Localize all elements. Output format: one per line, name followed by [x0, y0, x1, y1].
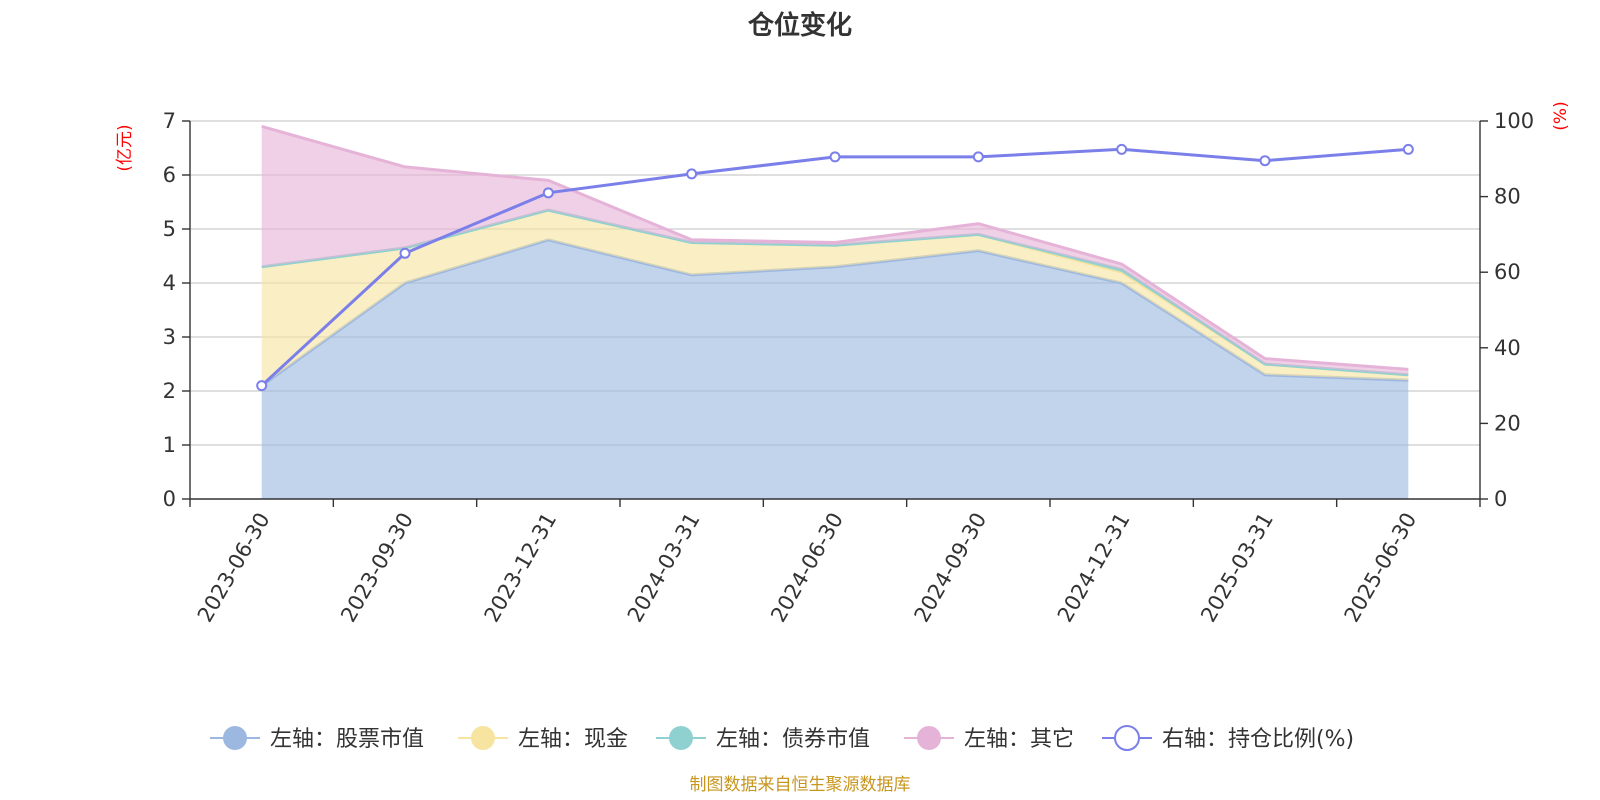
line-point[interactable] [829, 151, 841, 163]
line-point[interactable] [1259, 155, 1271, 167]
x-axis-tick-label: 2024-12-31 [1053, 509, 1135, 627]
legend-label: 左轴：债券市值 [716, 727, 870, 752]
left-axis-tick-label: 2 [163, 379, 176, 403]
legend-marker [917, 726, 941, 750]
legend-label: 右轴：持仓比例(%) [1162, 727, 1354, 752]
line-point[interactable] [256, 380, 268, 392]
left-axis-tick-label: 1 [163, 433, 176, 457]
legend-label: 左轴：现金 [518, 727, 628, 752]
legend-marker [669, 726, 693, 750]
right-axis-tick-label: 20 [1494, 411, 1521, 435]
right-axis-unit: (%) [1551, 101, 1571, 130]
legend-item-3[interactable]: 左轴：其它 [904, 726, 1074, 752]
line-point[interactable] [542, 187, 554, 199]
legend-marker [223, 726, 247, 750]
area-layer [260, 124, 1409, 500]
x-axis-tick-label: 2023-09-30 [336, 509, 418, 627]
area-series-edge-3 [261, 124, 1409, 371]
line-point[interactable] [972, 151, 984, 163]
legend-item-0[interactable]: 左轴：股票市值 [210, 726, 424, 752]
legend-item-2[interactable]: 左轴：债券市值 [656, 726, 870, 752]
left-axis-tick-label: 7 [163, 109, 176, 133]
line-point[interactable] [1116, 143, 1128, 155]
legend-marker [471, 726, 495, 750]
chart-title: 仓位变化 [747, 10, 852, 41]
legend-item-1[interactable]: 左轴：现金 [458, 726, 628, 752]
left-axis-tick-label: 0 [163, 487, 176, 511]
x-axis-tick-label: 2023-06-30 [193, 509, 275, 627]
legend-label: 左轴：其它 [964, 727, 1074, 752]
left-axis-tick-label: 5 [163, 217, 176, 241]
right-axis-tick-label: 80 [1494, 185, 1521, 209]
left-axis-tick-label: 6 [163, 163, 176, 187]
x-axis-tick-label: 2024-03-31 [623, 509, 705, 627]
right-axis-tick-label: 40 [1494, 336, 1521, 360]
left-axis-tick-label: 3 [163, 325, 176, 349]
line-layer [256, 143, 1414, 392]
legend[interactable]: 左轴：股票市值 左轴：现金 左轴：债券市值 左轴：其它 右轴：持仓比例(%) [210, 725, 1354, 752]
x-axis-tick-label: 2023-12-31 [480, 509, 562, 627]
right-axis-tick-label: 100 [1494, 109, 1534, 133]
area-series-0 [261, 239, 1409, 500]
left-axis-tick-label: 4 [163, 271, 176, 295]
left-axis-unit: (亿元) [115, 124, 135, 171]
x-axis-tick-label: 2024-06-30 [766, 509, 848, 627]
x-axis-tick-label: 2025-03-31 [1196, 509, 1278, 627]
right-axis-tick-label: 0 [1494, 487, 1507, 511]
legend-marker [1114, 725, 1140, 751]
legend-item-4[interactable]: 右轴：持仓比例(%) [1102, 725, 1354, 752]
x-axis-tick-label: 2024-09-30 [910, 508, 992, 626]
data-source-note: 制图数据来自恒生聚源数据库 [690, 775, 911, 795]
line-point[interactable] [1402, 143, 1414, 155]
x-axis-tick-label: 2025-06-30 [1340, 509, 1422, 627]
line-point[interactable] [686, 168, 698, 180]
legend-label: 左轴：股票市值 [270, 727, 424, 752]
right-axis-tick-label: 60 [1494, 260, 1521, 284]
line-point[interactable] [399, 247, 411, 259]
